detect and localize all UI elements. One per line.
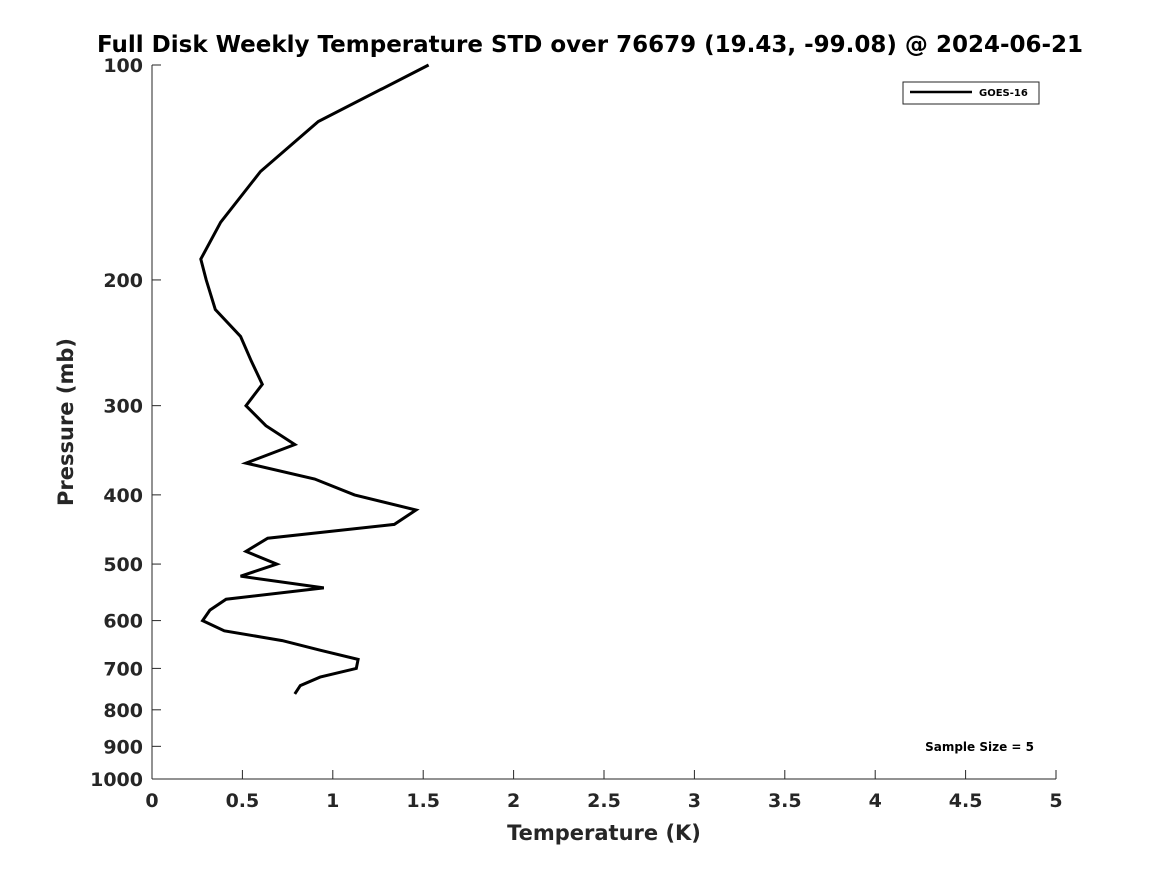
x-axis-label: Temperature (K) <box>507 821 701 845</box>
x-tick-label: 3.5 <box>768 790 802 812</box>
y-tick-label: 100 <box>103 55 143 77</box>
chart-title: Full Disk Weekly Temperature STD over 76… <box>97 32 1083 58</box>
y-tick-label: 700 <box>103 658 143 680</box>
plot-area: 0 0.5 1 1.5 2 2.5 3 3.5 4 4.5 5 100 200 300 400 500 600… <box>90 55 1063 812</box>
y-tick-label: 600 <box>103 611 143 633</box>
x-tick-label: 1 <box>326 790 339 812</box>
y-ticks: 100 200 300 400 500 600 700 800 900 1000 <box>90 55 161 791</box>
x-tick-label: 2 <box>507 790 520 812</box>
x-ticks: 0 0.5 1 1.5 2 2.5 3 3.5 4 4.5 5 <box>145 770 1063 812</box>
y-tick-label: 900 <box>103 736 143 758</box>
x-tick-label: 4 <box>869 790 882 812</box>
x-tick-label: 5 <box>1049 790 1062 812</box>
y-tick-label: 500 <box>103 554 143 576</box>
y-tick-label: 400 <box>103 485 143 507</box>
series-line-goes-16 <box>199 63 430 695</box>
x-tick-label: 0 <box>145 790 158 812</box>
x-tick-label: 3 <box>688 790 701 812</box>
y-axis-label: Pressure (mb) <box>54 338 78 506</box>
y-tick-label: 800 <box>103 700 143 722</box>
series-group <box>199 63 430 695</box>
legend: GOES-16 <box>902 81 1040 105</box>
x-tick-label: 0.5 <box>226 790 260 812</box>
sample-size-annotation: Sample Size = 5 <box>925 740 1034 754</box>
legend-label-goes-16: GOES-16 <box>979 88 1028 99</box>
x-tick-label: 4.5 <box>949 790 983 812</box>
y-tick-label: 300 <box>103 396 143 418</box>
y-tick-label: 200 <box>103 270 143 292</box>
x-tick-label: 1.5 <box>406 790 440 812</box>
x-tick-label: 2.5 <box>587 790 621 812</box>
y-tick-label: 1000 <box>90 769 143 791</box>
